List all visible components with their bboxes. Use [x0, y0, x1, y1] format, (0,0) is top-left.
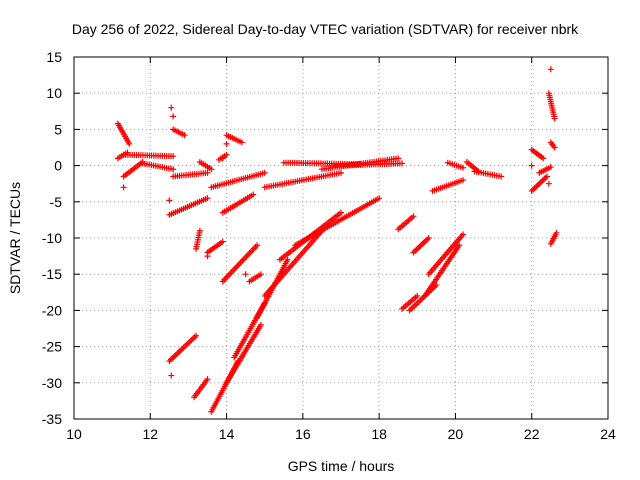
- data-point: [219, 155, 226, 162]
- data-point: [547, 164, 554, 171]
- data-point: [168, 104, 175, 111]
- data-point: [425, 235, 432, 241]
- data-point: [223, 151, 230, 158]
- data-point: [543, 173, 550, 180]
- x-tick-label: 18: [371, 426, 387, 442]
- data-point: [120, 184, 127, 191]
- x-tick-label: 10: [66, 426, 82, 442]
- y-tick-label: 10: [46, 85, 62, 101]
- data-point: [528, 162, 535, 169]
- x-tick-label: 16: [295, 426, 311, 442]
- data-point: [338, 209, 344, 216]
- data-point: [126, 140, 133, 147]
- data-point: [395, 155, 402, 162]
- x-tick-label: 12: [142, 426, 158, 442]
- data-point: [238, 139, 245, 146]
- data-point: [414, 292, 421, 299]
- data-point: [257, 271, 264, 278]
- grid-lines: [74, 57, 608, 419]
- data-point: [196, 227, 203, 234]
- data-point: [545, 180, 552, 187]
- y-tick-label: -10: [42, 230, 62, 246]
- data-point: [498, 173, 505, 180]
- data-point: [219, 238, 226, 245]
- data-point: [254, 242, 261, 249]
- y-tick-labels: 15 10 5 0 -5 -10 -15 -20 -25 -30 -35: [42, 49, 62, 427]
- data-point: [193, 332, 200, 339]
- x-tick-label: 24: [600, 426, 616, 442]
- y-tick-label: -15: [42, 266, 62, 282]
- data-point: [208, 166, 215, 173]
- y-tick-label: -25: [42, 339, 62, 355]
- data-point: [250, 191, 257, 198]
- data-point: [551, 115, 558, 122]
- data-point: [166, 197, 173, 204]
- y-tick-label: -30: [42, 375, 62, 391]
- data-point: [170, 166, 177, 173]
- y-tick-label: -35: [42, 411, 62, 427]
- data-point: [204, 169, 211, 176]
- y-tick-label: 5: [54, 121, 62, 137]
- data-point: [540, 155, 547, 162]
- data-point: [376, 195, 383, 202]
- x-tick-label: 20: [448, 426, 464, 442]
- data-point: [456, 242, 463, 249]
- data-point: [410, 213, 417, 220]
- data-point: [242, 271, 249, 278]
- y-axis-title: SDTVAR / TECUs: [7, 182, 23, 294]
- data-point: [284, 256, 291, 263]
- data-point: [170, 153, 177, 160]
- data-point: [257, 321, 264, 328]
- x-axis-title: GPS time / hours: [288, 458, 395, 474]
- x-tick-label: 22: [524, 426, 540, 442]
- y-tick-label: -20: [42, 302, 62, 318]
- x-tick-label: 14: [219, 426, 235, 442]
- data-point: [261, 169, 268, 176]
- chart-title: Day 256 of 2022, Sidereal Day-to-day VTE…: [72, 21, 579, 37]
- data-point: [168, 372, 175, 379]
- data-point: [204, 195, 211, 202]
- data-point: [547, 66, 554, 73]
- data-point: [460, 164, 467, 171]
- data-point: [204, 376, 211, 383]
- data-point: [553, 229, 560, 236]
- y-tick-label: 0: [54, 158, 62, 174]
- data-point: [181, 132, 188, 139]
- x-tick-labels: 10 12 14 16 18 20 22 24: [66, 426, 616, 442]
- y-tick-label: -5: [50, 194, 63, 210]
- data-point: [551, 144, 558, 151]
- data-point: [170, 113, 177, 120]
- data-point: [460, 177, 467, 184]
- data-markers: [114, 66, 560, 415]
- data-point: [338, 169, 344, 176]
- data-point: [399, 160, 406, 167]
- data-point: [460, 231, 467, 238]
- data-point: [204, 253, 211, 260]
- data-point: [223, 140, 230, 147]
- axis-ticks: [73, 56, 609, 420]
- y-tick-label: 15: [46, 49, 62, 65]
